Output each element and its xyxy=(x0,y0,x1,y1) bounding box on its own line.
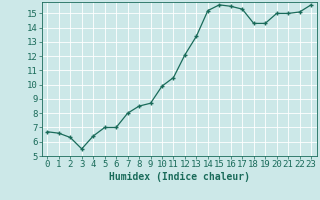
X-axis label: Humidex (Indice chaleur): Humidex (Indice chaleur) xyxy=(109,172,250,182)
